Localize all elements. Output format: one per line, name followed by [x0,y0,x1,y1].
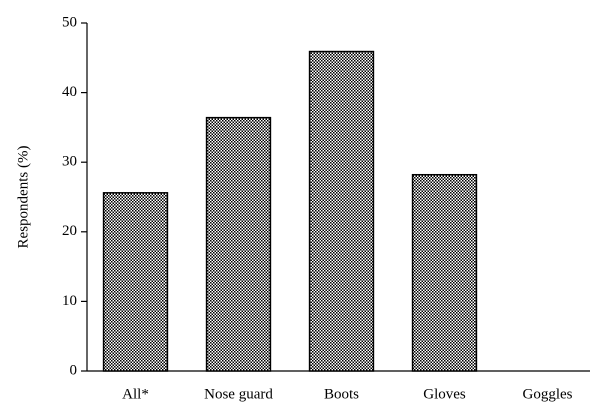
bar [308,50,375,372]
x-tick-label: Gloves [423,386,466,402]
y-axis-label: Respondents (%) [15,146,31,249]
bar [102,192,169,372]
y-tick-label: 0 [70,362,78,378]
x-tick-label: Goggles [523,386,573,402]
y-tick-label: 50 [62,14,77,30]
y-tick-label: 20 [62,223,77,239]
x-tick-label: Nose guard [204,386,273,402]
y-tick-label: 40 [62,84,77,100]
x-tick-label: Boots [324,386,359,402]
bar [205,116,272,372]
x-tick-label: All* [122,386,149,402]
bar [411,173,478,372]
y-tick-label: 10 [62,293,77,309]
y-tick-label: 30 [62,154,77,170]
